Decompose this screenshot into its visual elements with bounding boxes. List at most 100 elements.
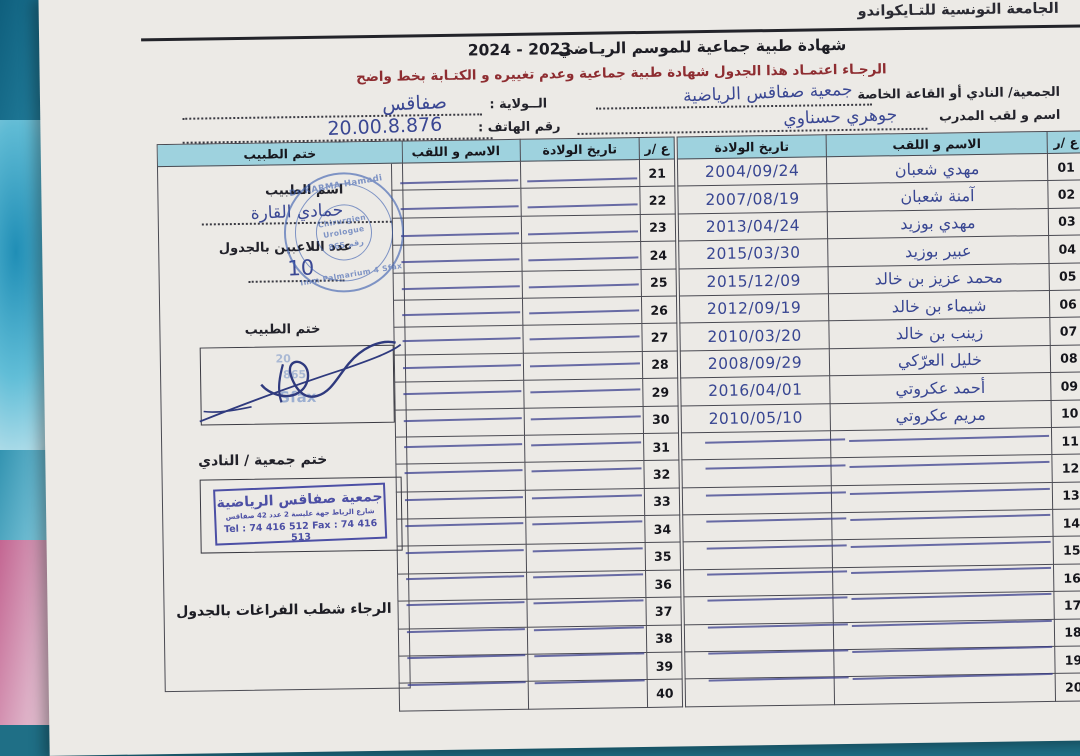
player-name-cell[interactable]: محمد عزيز بن خالد [828,263,1050,294]
player-birthdate-cell[interactable] [520,186,641,217]
table-row[interactable]: 21 [391,159,675,191]
row-number-cell[interactable]: 24 [640,241,677,270]
phone-field-value[interactable]: 20.00.8.876 [327,113,443,141]
player-name-cell[interactable]: مهدي بوزيد [827,208,1049,239]
row-number-cell[interactable]: 35 [645,542,681,571]
table-row[interactable]: 33 [396,487,680,520]
row-number-cell[interactable]: 06 [1049,289,1080,318]
player-birthdate-cell[interactable]: 2008/09/29 [680,348,830,379]
club-field-value[interactable]: جمعية صفاقس الرياضية [682,79,853,107]
player-birthdate-cell[interactable]: 2010/03/20 [679,321,830,351]
row-number-cell[interactable]: 14 [1052,508,1080,537]
player-birthdate-cell[interactable] [682,485,832,515]
player-birthdate-cell[interactable] [527,652,648,682]
row-number-cell[interactable]: 23 [640,213,676,242]
player-name-cell[interactable] [830,454,1053,486]
table-row[interactable]: 32 [395,460,680,492]
row-number-cell[interactable]: 26 [641,295,677,324]
player-name-cell[interactable] [399,681,529,711]
row-number-cell[interactable]: 21 [639,159,675,187]
row-number-cell[interactable]: 33 [644,487,680,516]
row-number-cell[interactable]: 22 [639,186,676,215]
player-birthdate-cell[interactable]: 2013/04/24 [678,211,828,242]
row-number-cell[interactable]: 01 [1047,152,1080,181]
state-field-value[interactable]: صفاقس [381,91,448,116]
row-number-cell[interactable]: 31 [643,432,679,461]
row-number-cell[interactable]: 30 [643,405,679,434]
player-name-cell[interactable]: زينب بن خالد [828,317,1051,349]
player-name-cell[interactable]: مريم عكروتي [830,399,1052,431]
row-number-cell[interactable]: 38 [646,624,682,653]
row-number-cell[interactable]: 11 [1051,426,1080,455]
row-number-cell[interactable]: 39 [646,651,683,680]
player-birthdate-cell[interactable]: 2015/12/09 [679,266,829,296]
player-birthdate-cell[interactable] [525,488,645,518]
player-birthdate-cell[interactable] [682,512,833,543]
player-birthdate-cell[interactable]: 2012/09/19 [679,293,829,324]
player-name-cell[interactable]: خليل العرّكي [829,345,1051,376]
table-row[interactable]: 31 [395,432,679,465]
row-number-cell[interactable]: 15 [1053,536,1080,565]
row-number-cell[interactable]: 34 [644,515,681,543]
row-number-cell[interactable]: 02 [1047,180,1080,209]
table-row[interactable]: 22 [391,186,676,218]
player-name-cell[interactable]: شيماء بن خالد [828,290,1050,322]
player-birthdate-cell[interactable] [681,430,831,461]
player-name-cell[interactable]: آمنة شعبان [826,180,1049,212]
player-birthdate-cell[interactable]: 2010/05/10 [681,403,831,433]
row-number-cell[interactable]: 32 [643,460,680,489]
player-birthdate-cell[interactable] [524,406,644,436]
player-name-cell[interactable] [830,427,1052,459]
player-name-cell[interactable]: عبير بوزيد [827,235,1050,267]
player-birthdate-cell[interactable]: 2007/08/19 [677,184,828,214]
row-number-cell[interactable]: 29 [642,378,679,407]
row-number-cell[interactable]: 09 [1050,372,1080,400]
player-name-cell[interactable] [831,482,1053,513]
row-number-cell[interactable]: 40 [647,679,683,708]
player-name-cell[interactable] [395,407,525,438]
player-name-cell[interactable] [398,654,529,684]
row-number-cell[interactable]: 08 [1050,344,1080,373]
row-number-cell[interactable]: 04 [1048,235,1080,264]
player-birthdate-cell[interactable] [521,214,641,244]
player-birthdate-cell[interactable] [684,649,835,680]
player-name-cell[interactable]: أحمد عكروتي [829,372,1052,404]
row-number-cell[interactable]: 28 [642,350,678,379]
player-birthdate-cell[interactable]: 2015/03/30 [678,238,829,269]
row-number-cell[interactable]: 03 [1048,207,1080,236]
row-number-cell[interactable]: 16 [1053,563,1080,592]
row-number-cell[interactable]: 12 [1051,454,1080,483]
player-birthdate-cell[interactable]: 2004/09/24 [677,156,827,187]
row-number-cell[interactable]: 18 [1054,618,1080,647]
player-birthdate-cell[interactable] [524,460,645,490]
player-birthdate-cell[interactable] [524,433,644,463]
player-birthdate-cell[interactable] [681,458,832,488]
player-birthdate-cell[interactable] [523,378,644,408]
player-birthdate-cell[interactable]: 2016/04/01 [680,375,831,406]
col-header-birthdate: تاريخ الولادة [677,134,827,159]
player-name-cell[interactable] [395,435,525,465]
row-number-cell[interactable]: 20 [1055,673,1080,702]
player-birthdate-cell[interactable] [528,679,648,710]
coach-field-value[interactable]: جوهري حسناوي [783,104,898,130]
row-number-cell[interactable]: 10 [1051,399,1080,428]
row-number-cell[interactable]: 05 [1049,262,1080,291]
player-name-cell[interactable]: مهدي شعبان [826,153,1048,185]
row-number-cell[interactable]: 13 [1052,481,1080,510]
row-number-cell[interactable]: 17 [1053,591,1080,620]
player-name-cell[interactable] [391,188,522,218]
player-name-cell[interactable] [394,380,525,410]
player-name-cell[interactable] [396,489,526,520]
player-birthdate-cell[interactable] [520,159,640,189]
row-number-cell[interactable]: 37 [645,597,682,626]
player-name-cell[interactable] [391,161,521,191]
player-name-cell[interactable] [392,216,522,246]
row-number-cell[interactable]: 25 [641,268,677,297]
row-number-cell[interactable]: 36 [645,569,681,598]
row-number-cell[interactable]: 19 [1054,645,1080,674]
table-row[interactable]: 30 [395,405,679,438]
player-birthdate-cell[interactable] [685,677,835,707]
row-number-cell[interactable]: 07 [1049,317,1080,346]
row-number-cell[interactable]: 27 [641,323,678,352]
player-name-cell[interactable] [395,462,526,492]
